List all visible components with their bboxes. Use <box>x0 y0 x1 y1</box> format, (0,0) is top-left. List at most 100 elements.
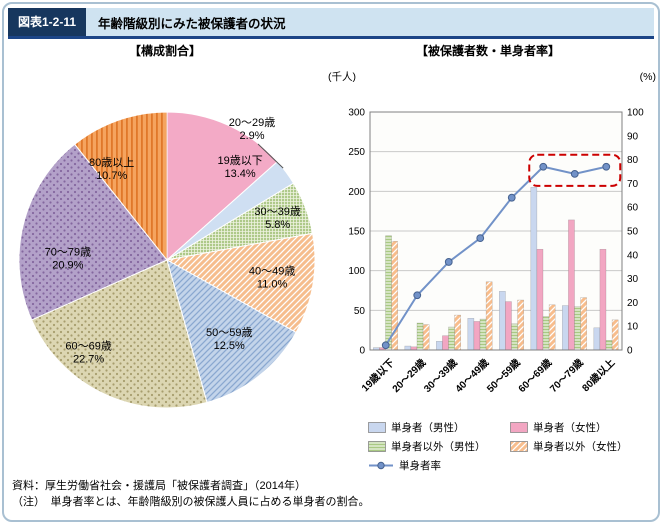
bar <box>473 321 481 351</box>
pie-slice <box>165 232 316 334</box>
pie-slice <box>166 258 297 404</box>
bar <box>548 304 556 351</box>
bar <box>599 248 607 351</box>
rate-marker <box>539 162 548 171</box>
svg-text:40～49歳: 40～49歳 <box>452 356 491 395</box>
legend-label: 単身者（男性） <box>391 422 465 434</box>
bar <box>536 248 544 351</box>
svg-text:40: 40 <box>627 250 639 261</box>
svg-text:250: 250 <box>348 147 365 158</box>
svg-text:70～79歳: 70～79歳 <box>547 356 586 395</box>
bar <box>542 316 550 351</box>
source-note: 資料：厚生労働省社会・援護局「被保護者調査」（2014年） <box>12 480 306 492</box>
bar <box>574 306 581 351</box>
legend-label: 単身者以外（男性） <box>391 441 486 453</box>
bar <box>454 314 461 351</box>
bar <box>562 305 569 351</box>
rate-marker <box>413 291 422 300</box>
page-title: 年齢階級別にみた被保護者の状況 <box>86 8 654 36</box>
bars <box>373 187 619 351</box>
svg-text:30: 30 <box>627 274 639 285</box>
bar <box>511 323 518 351</box>
bar <box>479 318 487 351</box>
svg-text:80歳以上: 80歳以上 <box>579 356 617 394</box>
rate-marker <box>476 234 485 243</box>
bar <box>530 187 538 351</box>
rate-marker <box>570 169 579 178</box>
legend-swatch <box>510 422 528 433</box>
bar <box>448 326 455 351</box>
bar <box>568 219 575 351</box>
rate-marker <box>381 341 390 350</box>
svg-text:20～29歳: 20～29歳 <box>389 356 428 395</box>
svg-text:50～59歳: 50～59歳 <box>484 356 523 395</box>
highlight-box <box>528 153 622 187</box>
pie-slice <box>74 111 168 262</box>
svg-text:200: 200 <box>348 187 365 198</box>
rate-marker <box>602 162 611 171</box>
legend-item: 単身者率 <box>368 458 510 473</box>
bar <box>593 327 601 351</box>
bar <box>517 299 524 351</box>
pie-slice <box>18 143 168 321</box>
bar <box>485 281 493 351</box>
svg-text:80: 80 <box>627 155 639 166</box>
pie-labels: 19歳以下 13.4% 20～29歳 2.9% 30～39歳 5.8% 40～49歳 11.0… <box>45 116 301 366</box>
bar <box>404 345 412 351</box>
legend-label: 単身者以外（女性） <box>533 441 628 453</box>
pie-slice <box>31 259 208 409</box>
bar <box>605 340 613 351</box>
bar <box>580 297 587 351</box>
bar <box>442 335 449 351</box>
bar <box>505 301 512 351</box>
bar <box>611 319 619 351</box>
bar <box>422 324 430 351</box>
rate-line <box>384 165 607 346</box>
pie-section-title: 【構成割合】 <box>128 44 201 58</box>
right-axis-unit: (%) <box>640 71 656 83</box>
svg-text:0: 0 <box>359 346 365 357</box>
rate-marker <box>444 258 453 266</box>
chart-legend: 単身者（男性） 単身者（女性） 単身者以外（男性） 単身者以外（女性） 単身者率 <box>368 418 628 475</box>
label-leader-line <box>257 143 284 169</box>
legend-label: 単身者（女性） <box>533 422 607 434</box>
bar-line-chart: (千人) (%) 0 50 100 150 200 250 300 0 10 20 30 40 50 60 70… <box>328 71 656 395</box>
svg-text:50: 50 <box>354 306 366 317</box>
bar <box>436 341 443 351</box>
svg-text:90: 90 <box>627 131 639 142</box>
svg-text:20: 20 <box>627 298 639 309</box>
legend-swatch <box>368 441 386 452</box>
svg-text:300: 300 <box>348 108 365 119</box>
bar <box>499 291 506 351</box>
legend-line-swatch <box>369 461 393 470</box>
bar <box>467 318 475 351</box>
legend-label: 単身者率 <box>399 460 441 472</box>
axis-ticks: 0 50 100 150 200 250 300 0 10 20 30 40 50 60 70 80 90 100 <box>348 108 644 357</box>
figure-number-badge: 図表1-2-11 <box>8 8 87 36</box>
bar <box>416 322 424 351</box>
svg-text:30～39歳: 30～39歳 <box>421 356 460 395</box>
svg-text:50: 50 <box>627 227 639 238</box>
svg-text:10: 10 <box>627 322 639 333</box>
definition-note: （注） 単身者率とは、年齢階級別の被保護人員に占める単身者の割合。 <box>12 496 370 508</box>
legend-item: 単身者以外（男性） <box>368 439 510 454</box>
legend-item: 単身者（男性） <box>368 420 510 435</box>
svg-text:100: 100 <box>627 108 644 119</box>
svg-text:150: 150 <box>348 227 365 238</box>
pie-slices <box>18 111 316 409</box>
left-axis-unit: (千人) <box>328 71 356 83</box>
bar <box>385 235 392 351</box>
x-axis-labels: 19歳以下20～29歳30～39歳40～49歳50～59歳60～69歳70～79… <box>359 356 618 395</box>
combo-section-title: 【被保護者数・単身者率】 <box>415 44 560 58</box>
pie-chart: 19歳以下 13.4% 20～29歳 2.9% 30～39歳 5.8% 40～49歳 11.0… <box>18 111 316 409</box>
pie-slice <box>166 111 279 262</box>
legend-swatch <box>510 441 528 452</box>
